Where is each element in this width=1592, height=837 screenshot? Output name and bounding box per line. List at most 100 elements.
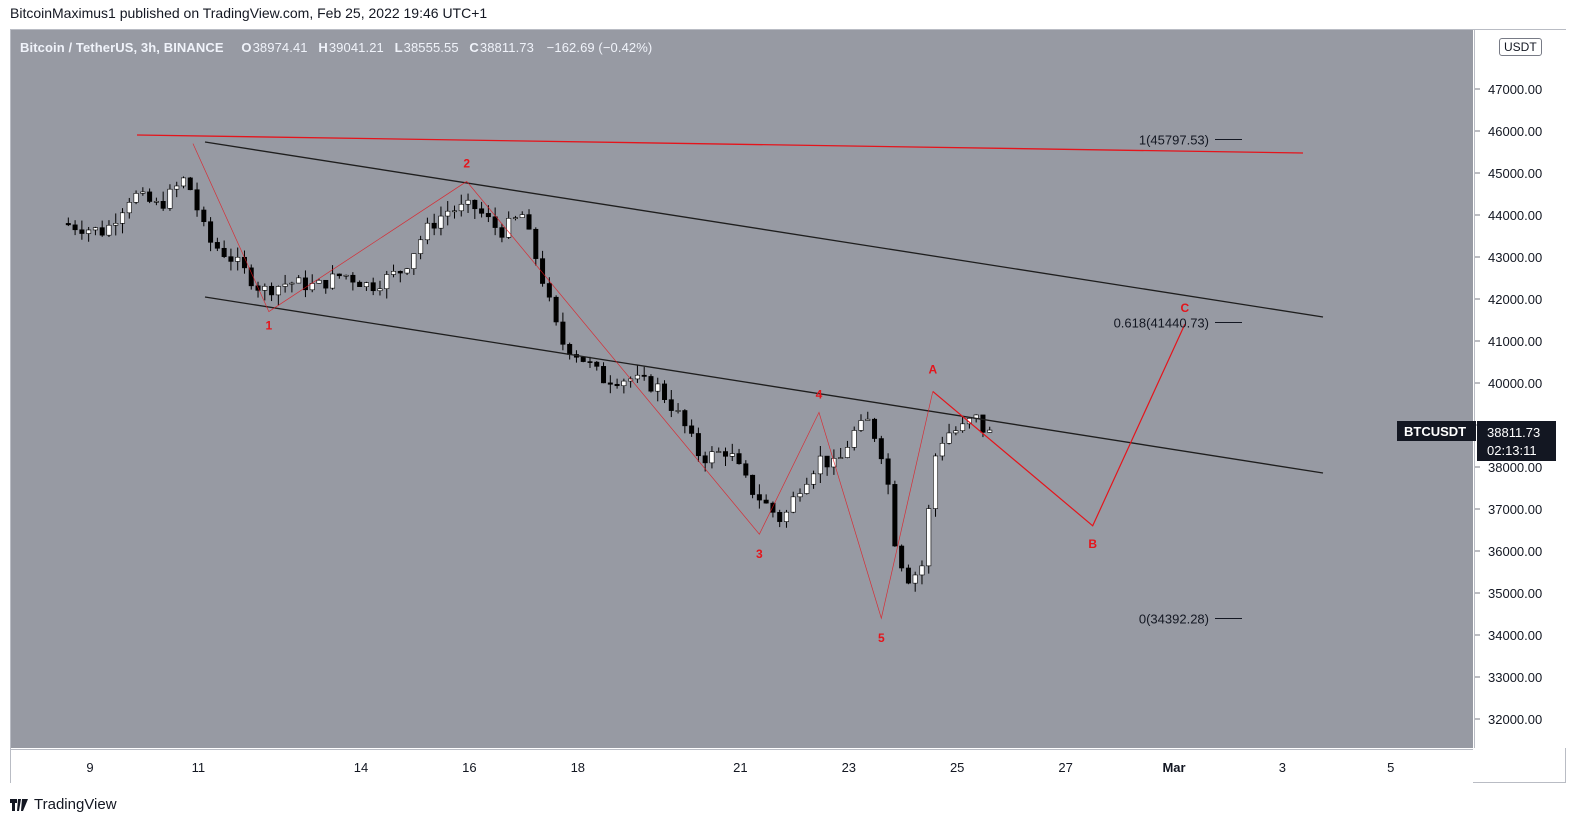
price-tick-label: 35000.00	[1488, 586, 1542, 601]
wave-label-3: 3	[756, 547, 763, 561]
candle-body	[424, 222, 430, 241]
candle-body	[824, 455, 830, 468]
candle-body	[302, 277, 308, 291]
candle-body	[445, 210, 451, 217]
candle-body	[113, 222, 119, 226]
legend-symbol[interactable]: Bitcoin / TetherUS, 3h, BINANCE	[20, 40, 224, 55]
fib-level-label: 0(34392.28)	[1139, 612, 1209, 627]
candle-body	[160, 201, 166, 209]
candle-body	[980, 414, 986, 433]
candle-body	[228, 256, 234, 262]
ohlc-legend: Bitcoin / TetherUS, 3h, BINANCE O38974.4…	[20, 40, 653, 55]
candle-body	[953, 430, 959, 434]
wave-label-c: C	[1181, 301, 1190, 315]
price-scale[interactable]	[1474, 30, 1566, 748]
candle-body	[987, 429, 993, 433]
candle-body	[851, 430, 857, 448]
ticker-tag	[1397, 421, 1476, 441]
time-tick-label: 16	[462, 760, 476, 775]
candle-body	[79, 229, 85, 234]
candle-body	[858, 420, 864, 431]
candle-body	[933, 455, 939, 509]
candle-body	[187, 177, 193, 191]
candle-body	[587, 361, 593, 363]
candle-body	[546, 283, 552, 298]
price-tick-label: 40000.00	[1488, 376, 1542, 391]
candle-body	[756, 494, 762, 501]
candle-body	[594, 361, 600, 367]
candle-body	[492, 216, 498, 228]
candle-body	[153, 201, 159, 203]
upper-channel-line	[204, 141, 1324, 318]
wave-count-path	[192, 143, 934, 620]
candle-body	[316, 279, 322, 284]
candle-body	[946, 432, 952, 444]
tradingview-logo[interactable]: TradingView	[10, 796, 117, 813]
candle-body	[736, 453, 742, 465]
candle-body	[926, 508, 932, 567]
candle-body	[282, 283, 288, 287]
candle-body	[451, 210, 457, 213]
resistance-line	[136, 134, 1304, 154]
candle-body	[377, 288, 383, 292]
candle-body	[675, 410, 681, 412]
candle-body	[235, 256, 241, 262]
legend-high-label: H	[318, 40, 328, 55]
candle-body	[275, 286, 281, 296]
candle-body	[526, 214, 532, 230]
candle-body	[438, 215, 444, 229]
candle-body	[133, 193, 139, 203]
wave-label-1: 1	[266, 319, 273, 333]
candle-body	[912, 574, 918, 584]
candle-body	[892, 484, 898, 547]
candle-body	[960, 423, 966, 431]
candle-body	[289, 282, 295, 285]
fib-level-label: 0.618(41440.73)	[1114, 315, 1209, 330]
time-tick-label: 23	[842, 760, 856, 775]
candle-body	[126, 202, 132, 214]
candle-body	[838, 457, 844, 459]
candle-body	[641, 374, 647, 377]
price-tick-label: 32000.00	[1488, 712, 1542, 727]
footer-brand: TradingView	[34, 796, 117, 813]
candle-body	[817, 455, 823, 475]
legend-close-label: C	[469, 40, 479, 55]
candle-body	[472, 199, 478, 210]
candle-body	[919, 565, 925, 576]
time-tick-label: 14	[354, 760, 368, 775]
candle-body	[262, 285, 268, 291]
candle-body	[689, 425, 695, 434]
candle-body	[180, 177, 186, 187]
candle-body	[208, 221, 214, 243]
candle-body	[905, 567, 911, 584]
countdown-label: 02:13:11	[1487, 443, 1537, 458]
price-tick-label: 42000.00	[1488, 292, 1542, 307]
candle-body	[811, 473, 817, 485]
time-scale[interactable]	[11, 749, 1473, 783]
candle-body	[878, 438, 884, 460]
currency-badge[interactable]: USDT	[1499, 38, 1542, 56]
candle-body	[716, 451, 722, 453]
candle-body	[418, 239, 424, 254]
candle-body	[350, 274, 356, 283]
candle-body	[174, 185, 180, 190]
time-tick-label: 25	[950, 760, 964, 775]
candle-body	[485, 213, 491, 218]
fib-level-label: 1(45797.53)	[1139, 133, 1209, 148]
price-tick-label: 45000.00	[1488, 166, 1542, 181]
candle-body	[899, 545, 905, 569]
candle-body	[783, 511, 789, 522]
price-tick-label: 37000.00	[1488, 502, 1542, 517]
candle-body	[479, 208, 485, 214]
candle-body	[99, 227, 105, 236]
candle-body	[72, 224, 78, 231]
candle-body	[607, 382, 613, 385]
candle-body	[120, 212, 126, 224]
candle-body	[885, 458, 891, 485]
candle-body	[567, 344, 573, 355]
candle-body	[458, 203, 464, 212]
candle-body	[397, 271, 403, 274]
candle-body	[939, 442, 945, 457]
candle-body	[214, 242, 220, 249]
